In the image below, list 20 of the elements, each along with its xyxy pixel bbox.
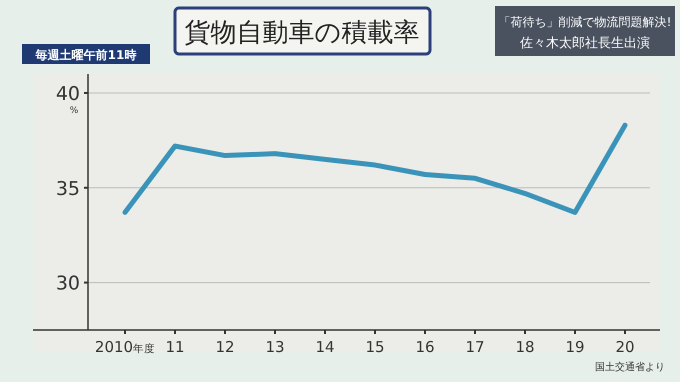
x-tick-label: 15 [365, 338, 385, 356]
x-tick-label: 19 [565, 338, 585, 356]
x-tick-label: 2010年度 [94, 338, 156, 356]
text: 毎週土曜午前11時 [34, 48, 136, 62]
x-tick-label: 12 [215, 338, 235, 356]
y-axis-title: % [70, 106, 79, 116]
text: 「荷待ち」削減で物流問題解決! [498, 15, 672, 29]
chart-title: 貨物自動車の積載率 [184, 18, 420, 48]
x-tick-label: 18 [515, 338, 535, 356]
x-tick-label: 14 [315, 338, 335, 356]
x-tick-label: 17 [465, 338, 485, 356]
text: 佐々木太郎社長生出演 [520, 35, 650, 51]
x-tick-label: 11 [165, 338, 185, 356]
text: 国土交通省より [595, 361, 665, 373]
y-tick-label: 40 [56, 82, 80, 105]
x-tick-label: 13 [265, 338, 285, 356]
x-tick-label: 20 [615, 338, 635, 356]
y-tick-label: 30 [56, 272, 80, 295]
y-tick-label: 35 [56, 178, 80, 200]
x-tick-label: 16 [415, 338, 435, 356]
